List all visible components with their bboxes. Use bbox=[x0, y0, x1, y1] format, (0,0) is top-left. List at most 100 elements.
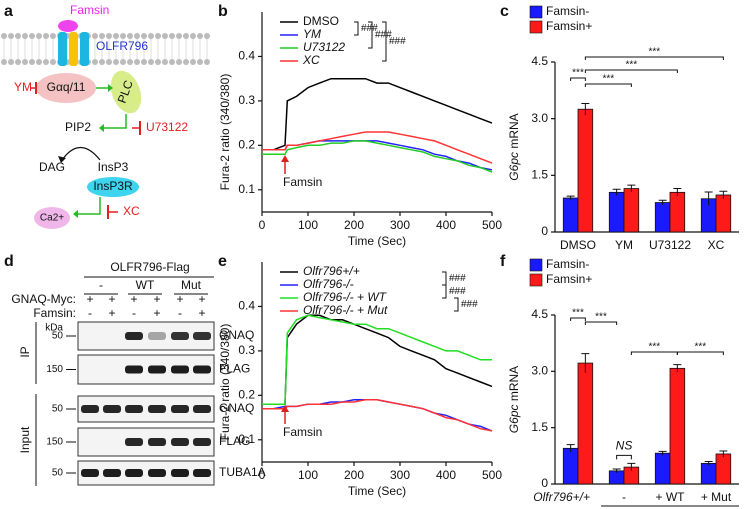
lipid-head bbox=[134, 33, 140, 39]
bar bbox=[715, 194, 732, 233]
error-bar bbox=[719, 450, 728, 457]
inhibitor-label: XC bbox=[123, 204, 140, 218]
legend-swatch bbox=[529, 273, 543, 287]
band bbox=[193, 438, 211, 446]
band bbox=[125, 438, 143, 446]
significance-label: *** bbox=[626, 60, 638, 71]
blot-frame bbox=[77, 395, 215, 423]
significance-label: *** bbox=[649, 47, 661, 58]
significance-label: ### bbox=[361, 23, 378, 34]
arrow bbox=[61, 146, 101, 161]
significance-label: ### bbox=[449, 273, 466, 284]
y-tick-label: 0.1 bbox=[238, 432, 255, 446]
band bbox=[103, 469, 121, 477]
x-tick-label: Olfr796+/+ bbox=[533, 490, 590, 504]
x-tick-label: XC bbox=[708, 238, 725, 252]
lipid-head bbox=[134, 59, 140, 65]
significance-bracket bbox=[676, 351, 724, 355]
error-bar bbox=[581, 353, 590, 373]
x-tick-label: 400 bbox=[436, 468, 456, 482]
error-bar bbox=[719, 190, 728, 199]
error-bar bbox=[673, 188, 682, 197]
legend-label: YM bbox=[303, 27, 321, 41]
y-axis-label: G6pc mRNA bbox=[507, 113, 521, 180]
error-bar bbox=[658, 450, 667, 456]
lane-symbol: - bbox=[132, 306, 136, 320]
lipid-head bbox=[106, 33, 112, 39]
significance-label: *** bbox=[603, 74, 615, 85]
y-tick-label: 0 bbox=[541, 224, 548, 238]
band bbox=[125, 469, 143, 477]
panel-label: b bbox=[218, 3, 228, 20]
legend-swatch bbox=[529, 5, 543, 19]
y-tick-label: 0.2 bbox=[238, 388, 255, 402]
lipid-head bbox=[141, 33, 147, 39]
y-tick-label: 4.5 bbox=[531, 307, 548, 321]
series-line bbox=[262, 314, 493, 405]
x-tick-label: 100 bbox=[298, 218, 318, 232]
lipid-head bbox=[127, 33, 133, 39]
lipid-head bbox=[8, 59, 14, 65]
error-bar bbox=[612, 468, 621, 473]
lipid-head bbox=[43, 33, 49, 39]
x-tick-label: 200 bbox=[344, 218, 364, 232]
group-label: - bbox=[99, 278, 103, 292]
band bbox=[193, 469, 211, 477]
lane-symbol: + bbox=[198, 292, 205, 306]
arrow bbox=[104, 114, 127, 129]
x-tick-label: 300 bbox=[390, 468, 410, 482]
ligand-shape bbox=[58, 20, 78, 32]
y-axis-label-unit: mRNA bbox=[507, 366, 521, 401]
x-tick-label: DMSO bbox=[560, 238, 596, 252]
y-tick-label: 0 bbox=[541, 476, 548, 490]
lipid-head bbox=[127, 59, 133, 65]
y-tick-label: 0.2 bbox=[238, 138, 255, 152]
arrow bbox=[78, 197, 101, 215]
lipid-head bbox=[36, 59, 42, 65]
kda-marker: 50 bbox=[52, 331, 64, 342]
arrowhead bbox=[99, 124, 104, 132]
lipid-head bbox=[155, 33, 161, 39]
significance-label: ### bbox=[389, 36, 406, 47]
receptor-shape bbox=[58, 32, 67, 66]
band bbox=[81, 469, 99, 477]
lipid-head bbox=[204, 59, 210, 65]
lipid-head bbox=[1, 59, 7, 65]
lipid-head bbox=[204, 33, 210, 39]
kda-label: kDa bbox=[45, 323, 63, 334]
insp3r-label: InsP3R bbox=[93, 179, 133, 193]
x-tick-label: - bbox=[622, 490, 626, 504]
group-label: Mut bbox=[181, 278, 202, 292]
band-label: TUBA1A bbox=[219, 465, 266, 479]
x-tick-label: 100 bbox=[298, 468, 318, 482]
band bbox=[148, 469, 166, 477]
lipid-head bbox=[148, 59, 154, 65]
x-tick-label: 0 bbox=[259, 218, 266, 232]
plc-shape bbox=[110, 70, 142, 114]
band bbox=[193, 332, 211, 340]
ligand-label: Famsin bbox=[70, 3, 109, 17]
band bbox=[148, 405, 166, 413]
significance-label: *** bbox=[649, 342, 661, 353]
inhibitor-label: U73122 bbox=[146, 120, 188, 134]
legend-label: Olfr796-/- bbox=[303, 277, 354, 291]
g-protein-label: Gαq/11 bbox=[47, 80, 86, 94]
panel-label: f bbox=[500, 253, 506, 270]
x-tick-label: 200 bbox=[344, 468, 364, 482]
insp3-label: InsP3 bbox=[98, 160, 129, 174]
band bbox=[171, 469, 189, 477]
series-line bbox=[262, 314, 492, 405]
bar bbox=[608, 470, 625, 485]
annotation-arrowhead bbox=[281, 155, 289, 162]
legend-label: Olfr796-/- + Mut bbox=[303, 303, 388, 317]
error-bar bbox=[658, 199, 667, 205]
band bbox=[81, 405, 99, 413]
bar bbox=[562, 447, 579, 485]
lipid-head bbox=[183, 33, 189, 39]
lipid-head bbox=[29, 33, 35, 39]
ns-bracket bbox=[616, 454, 632, 460]
bar bbox=[715, 453, 732, 485]
lipid-head bbox=[50, 59, 56, 65]
band bbox=[148, 332, 166, 340]
lane-symbol: - bbox=[88, 306, 92, 320]
